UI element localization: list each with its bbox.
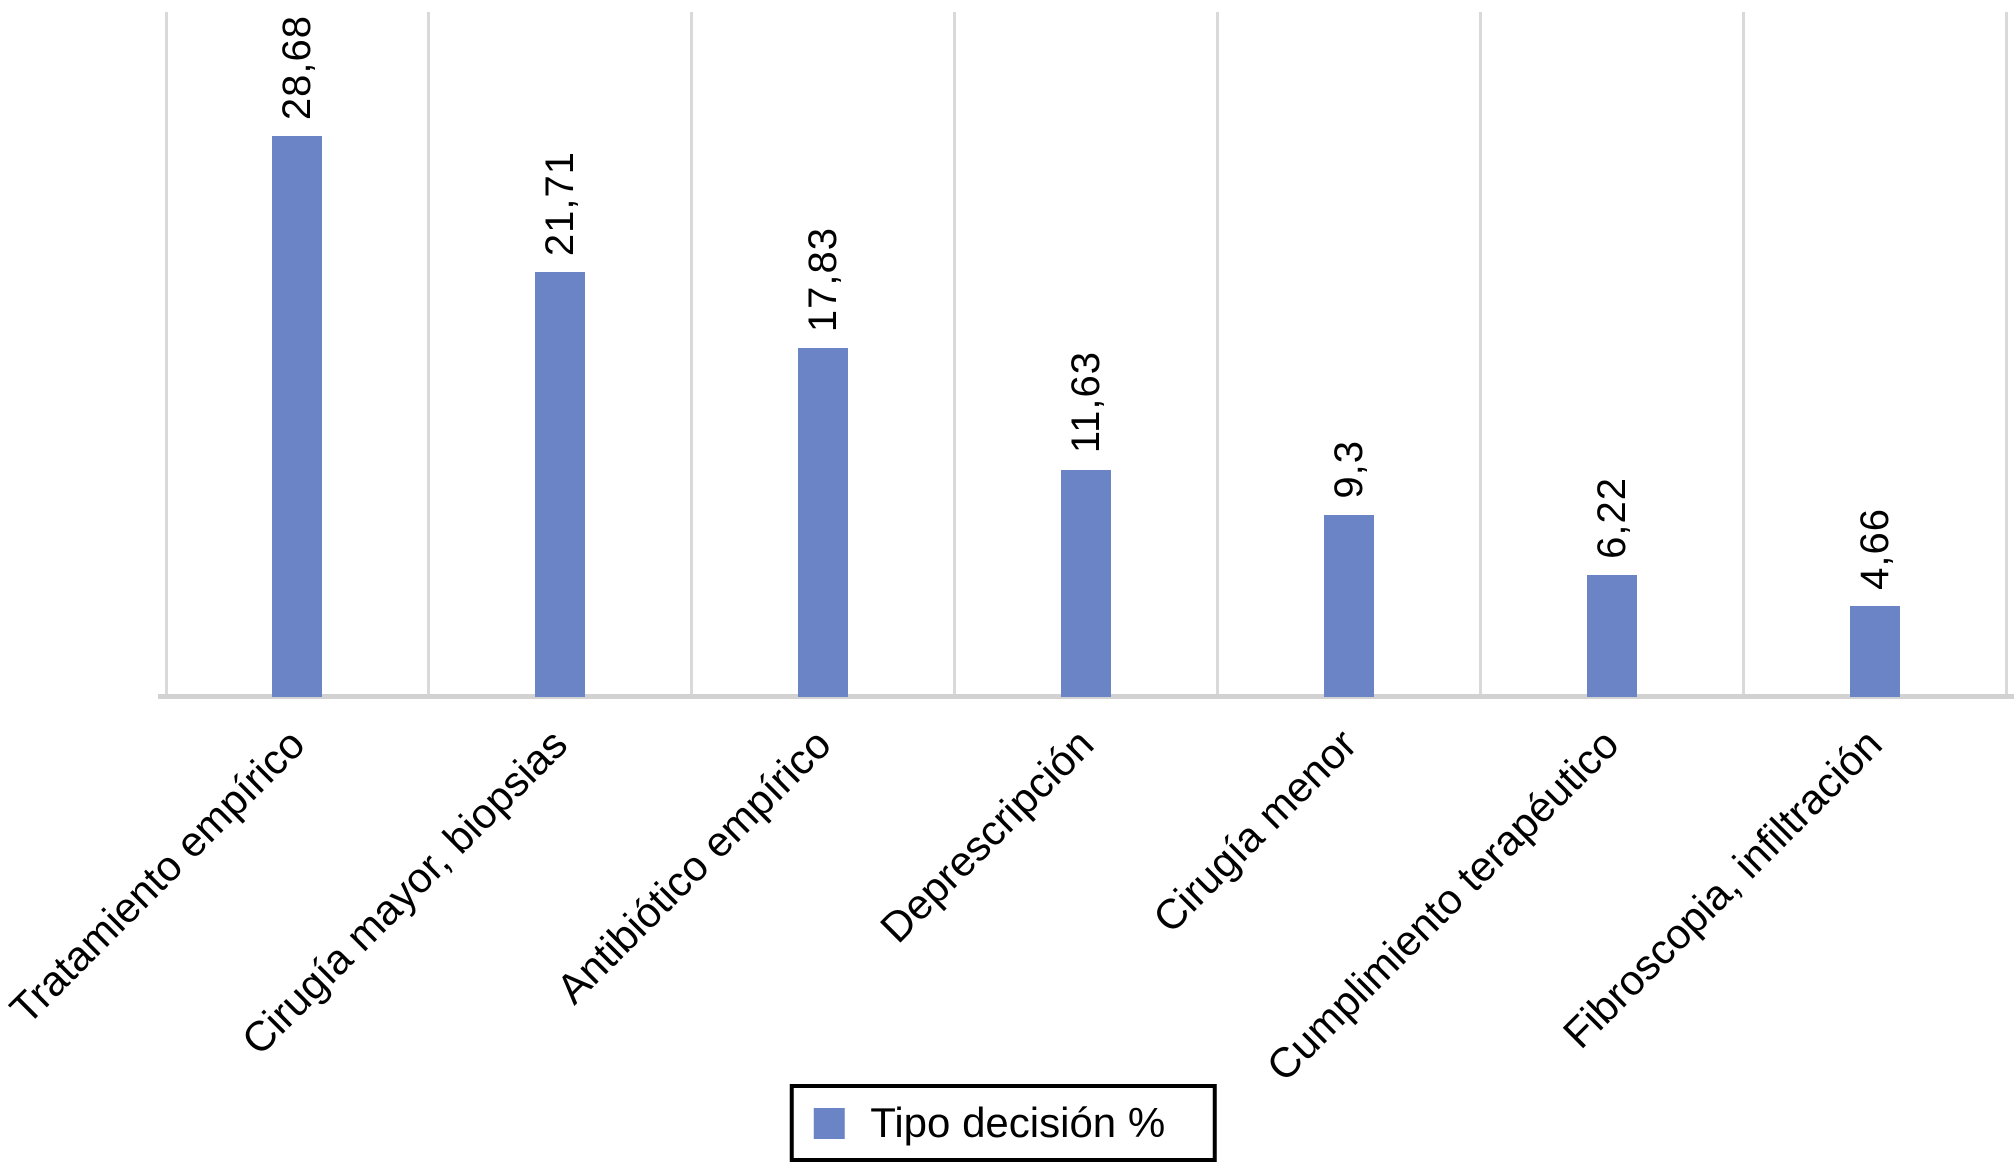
bar (1586, 575, 1637, 697)
bar-value-label: 11,63 (1064, 351, 1108, 454)
gridline (1215, 12, 1219, 697)
bar (535, 272, 586, 697)
gridline (427, 12, 431, 697)
bar (1849, 605, 1900, 697)
bar-value-label: 9,3 (1326, 440, 1371, 500)
category-label: Tratamiento empírico (0, 720, 314, 1033)
bar-value-label: 6,22 (1589, 477, 1634, 560)
bar (798, 348, 849, 697)
bar (272, 136, 323, 697)
gridline (1741, 12, 1745, 697)
gridline (690, 12, 694, 697)
gridline (2004, 12, 2008, 697)
category-label: Cirugía menor (1143, 720, 1366, 942)
bar-value-label: 4,66 (1852, 508, 1897, 590)
gridline (164, 12, 168, 697)
legend: Tipo decisión % (789, 1084, 1218, 1162)
bar-value-label: 17,83 (801, 227, 846, 333)
gridline (1478, 12, 1482, 697)
bar (1061, 469, 1111, 697)
legend-swatch-icon (813, 1107, 845, 1139)
bar-value-label: 21,71 (538, 151, 583, 257)
category-label: Antibiótico empírico (547, 720, 840, 1013)
bar-value-label: 28,68 (275, 14, 320, 120)
legend-label: Tipo decisión % (870, 1099, 1166, 1146)
category-label: Deprescripción (870, 720, 1103, 952)
gridline (953, 12, 957, 697)
bar (1323, 515, 1374, 697)
